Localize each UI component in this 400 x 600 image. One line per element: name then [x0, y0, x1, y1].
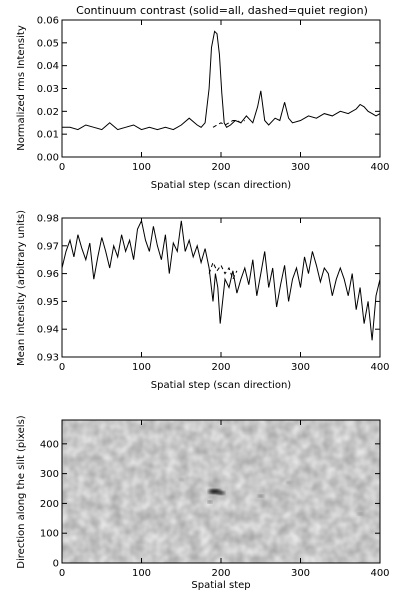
y-tick-label: 300 [40, 469, 59, 480]
dark-feature [217, 491, 225, 495]
x-tick-label: 100 [132, 362, 151, 373]
y-tick-label: 100 [40, 529, 59, 540]
x-tick-label: 0 [59, 568, 65, 579]
panel-2-frame [61, 217, 381, 358]
panel-2-x-ticks: 0 100 200 300 400 [59, 218, 390, 373]
dark-feature [178, 478, 184, 482]
x-tick-label: 400 [370, 162, 389, 173]
panel-1-x-axis-label: Spatial step (scan direction) [151, 180, 291, 191]
x-tick-label: 100 [132, 568, 151, 579]
panel-2-series [61, 219, 381, 341]
y-tick-label: 200 [40, 499, 59, 510]
dark-feature [286, 481, 291, 485]
x-tick-label: 300 [291, 362, 310, 373]
panel-1-y-axis-label: Normalized rms Intensity [16, 25, 27, 151]
panel-1: Continuum contrast (solid=all, dashed=qu… [16, 4, 390, 191]
panel-2: 0.93 0.94 0.95 0.96 0.97 0.98 0 100 200 300 400 S… [16, 210, 390, 391]
x-tick-label: 200 [211, 362, 230, 373]
y-tick-label: 0.98 [37, 214, 59, 225]
chart-title: Continuum contrast (solid=all, dashed=qu… [76, 4, 368, 17]
panel-1-y-ticks: 0.00 0.01 0.02 0.03 0.04 0.05 0.06 [37, 16, 380, 164]
panel-3: 0 100 200 300 400 0 100 200 300 400 Spatial step… [16, 415, 390, 591]
x-tick-label: 200 [211, 568, 230, 579]
y-tick-label: 0.01 [37, 130, 59, 141]
x-tick-label: 300 [291, 162, 310, 173]
x-tick-label: 0 [59, 362, 65, 373]
y-tick-label: 0.04 [37, 61, 59, 72]
x-tick-label: 100 [132, 162, 151, 173]
dark-feature [207, 500, 213, 504]
y-tick-label: 0.95 [37, 297, 59, 308]
y-tick-label: 0.00 [37, 153, 59, 164]
y-tick-label: 0.02 [37, 107, 59, 118]
panel-3-y-ticks: 0 100 200 300 400 [40, 439, 380, 570]
series-line-solid [61, 219, 381, 341]
panel-1-series [62, 30, 381, 131]
panel-2-x-axis-label: Spatial step (scan direction) [151, 380, 291, 391]
panel-1-x-ticks: 0 100 200 300 400 [59, 20, 390, 173]
y-tick-label: 400 [40, 439, 59, 450]
x-tick-label: 400 [370, 568, 389, 579]
y-tick-label: 0.05 [37, 38, 59, 49]
x-tick-label: 200 [211, 162, 230, 173]
dark-feature [356, 512, 364, 516]
x-tick-label: 0 [59, 162, 65, 173]
dark-feature [257, 494, 264, 498]
x-tick-label: 300 [291, 568, 310, 579]
panel-3-x-axis-label: Spatial step [191, 580, 250, 591]
series-line-solid [62, 30, 381, 131]
y-tick-label: 0.93 [37, 353, 59, 364]
series-line-dashed [212, 120, 246, 128]
y-tick-label: 0.97 [37, 241, 59, 252]
panel-1-frame [61, 19, 381, 158]
y-tick-label: 0.03 [37, 84, 59, 95]
panel-2-y-ticks: 0.93 0.94 0.95 0.96 0.97 0.98 [37, 214, 380, 364]
y-tick-label: 0.96 [37, 269, 59, 280]
y-tick-label: 0 [53, 559, 59, 570]
y-tick-label: 0.06 [37, 16, 59, 27]
x-tick-label: 400 [370, 362, 389, 373]
panel-3-intensity-image [62, 420, 380, 563]
panel-3-x-ticks: 0 100 200 300 400 [59, 420, 390, 579]
panel-3-y-axis-label: Direction along the slit (pixels) [16, 415, 27, 568]
panel-2-y-axis-label: Mean intensity (arbitrary units) [16, 210, 27, 366]
y-tick-label: 0.94 [37, 325, 59, 336]
